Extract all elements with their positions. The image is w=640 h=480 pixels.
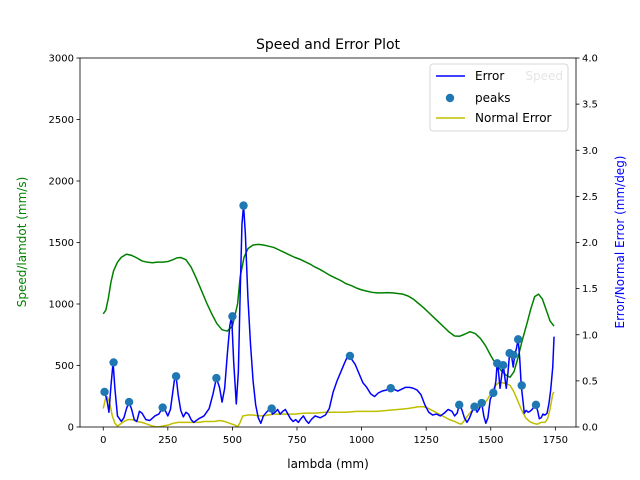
- peak-point: [345, 351, 355, 361]
- peak-point: [489, 388, 498, 398]
- x-tick-label: 1750: [543, 435, 568, 446]
- legend-peaks-swatch: [445, 93, 455, 103]
- y-right-tick-label: 3.0: [582, 146, 598, 157]
- series-group: [100, 201, 555, 427]
- y-axis-left-label: Speed/lamdot (mm/s): [15, 177, 29, 308]
- y-left-tick-label: 3000: [49, 54, 74, 65]
- peak-point: [470, 402, 479, 411]
- y-left-tick-label: 2500: [49, 115, 74, 126]
- y-left-tick-label: 1500: [49, 238, 74, 249]
- y-left-tick-label: 2000: [49, 177, 74, 188]
- peak-point: [124, 397, 134, 407]
- peak-point: [267, 404, 276, 413]
- y-left-tick-label: 1000: [49, 300, 74, 311]
- peak-point: [228, 312, 237, 321]
- y-right-tick-label: 1.0: [582, 330, 598, 341]
- y-right-tick-label: 1.5: [582, 284, 598, 295]
- peak-point: [100, 387, 109, 397]
- legend-normal-error-label: Normal Error: [475, 111, 552, 125]
- peak-point: [477, 398, 486, 408]
- peak-point: [517, 381, 526, 390]
- legend-box: [429, 63, 569, 132]
- plot-area: [100, 201, 555, 427]
- error-line: [102, 204, 555, 425]
- x-tick-label: 750: [287, 435, 306, 446]
- peak-point: [386, 384, 395, 393]
- peak-point: [513, 335, 523, 344]
- y-left-tick-label: 500: [55, 361, 74, 372]
- y-left-tick-label: 0: [68, 423, 74, 434]
- y-right-tick-label: 3.5: [582, 100, 598, 111]
- peak-point: [212, 373, 221, 383]
- x-tick-label: 500: [223, 435, 242, 446]
- chart-title: Speed and Error Plot: [256, 37, 401, 53]
- x-tick-label: 1250: [413, 435, 438, 446]
- peak-point: [239, 201, 248, 210]
- speed-line: [102, 243, 555, 378]
- peak-point: [509, 350, 518, 360]
- peak-point: [171, 372, 181, 381]
- axes: 0 250 500 750 1000 1250 1500 1750 0 500 1000 1500 20…: [49, 54, 598, 446]
- peak-point: [531, 400, 541, 410]
- y-right-tick-label: 4.0: [582, 54, 598, 65]
- x-tick-label: 1000: [349, 435, 374, 446]
- x-tick-label: 250: [158, 435, 177, 446]
- x-tick-label: 0: [100, 435, 106, 446]
- y-axis-right-label: Error/Normal Error (mm/deg): [613, 156, 627, 329]
- y-right-tick-label: 2.0: [582, 238, 598, 249]
- legend-error-label: Error: [475, 69, 504, 83]
- y-right-tick-label: 0.5: [582, 376, 598, 387]
- legend-peaks-label: peaks: [475, 91, 511, 105]
- peak-point: [455, 400, 464, 410]
- peak-point: [109, 358, 118, 367]
- y-right-tick-label: 2.5: [582, 192, 598, 203]
- peak-point: [158, 403, 167, 412]
- legend: SpeedErrorpeaksNormal Error: [429, 63, 569, 132]
- x-tick-label: 1500: [478, 435, 503, 446]
- x-axis-label: lambda (mm): [287, 457, 369, 471]
- peak-point: [498, 360, 508, 370]
- y-right-tick-label: 0.0: [582, 423, 598, 434]
